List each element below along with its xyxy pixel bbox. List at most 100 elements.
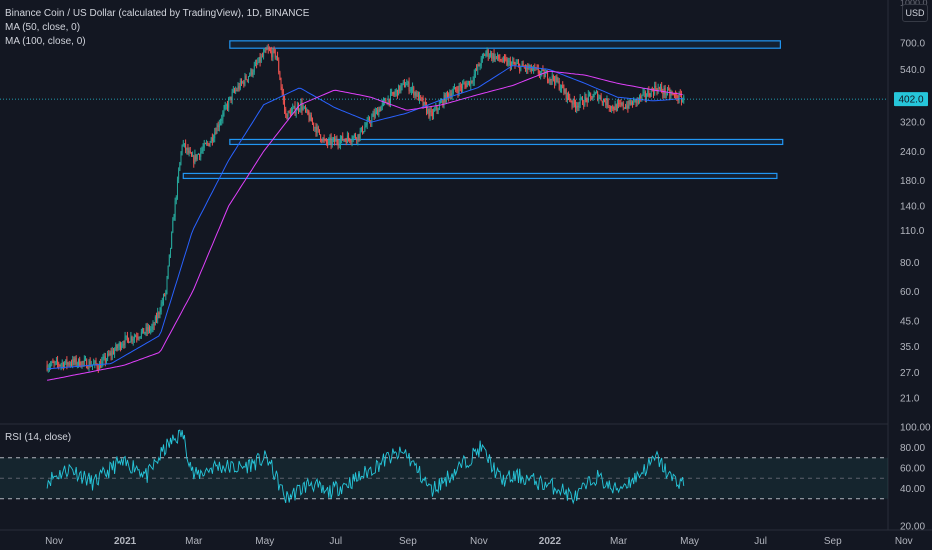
candle-body [280,79,282,87]
candle-body [163,294,164,303]
candle-body [351,140,353,142]
candle-body [540,72,542,75]
candle-body [222,112,224,120]
candle-body [117,346,119,349]
candle-body [178,170,180,180]
candle-body [160,303,162,312]
candle-body [400,86,402,92]
candle-body [452,89,454,94]
candle-body [391,92,393,94]
candle-body [252,72,254,75]
candle-body [628,100,630,109]
candle-body [558,80,560,90]
candle-body [208,143,210,147]
candle-body [190,152,192,157]
candle-body [200,151,202,157]
candle-body [398,85,400,96]
candle-body [478,64,480,67]
candle-body [371,116,373,123]
candle-body [522,63,524,67]
last-price-label: 402.0 [898,95,923,106]
candle-body [530,65,532,71]
candle-body [435,106,437,110]
candle-body [488,56,490,57]
candle-body [116,344,118,349]
candle-body [601,100,603,103]
candle-body [357,134,359,141]
candle-body [396,89,398,96]
candle-body [586,98,588,102]
candle-body [270,50,272,52]
time-tick-label: Mar [610,536,628,547]
candle-body [563,88,565,93]
candle-body [131,336,133,341]
candle-body [188,151,190,153]
candle-body [556,76,558,82]
price-tick-label: 27.0 [900,368,920,379]
candle-body [263,52,265,57]
candlestick-series [46,43,685,373]
candle-body [548,80,550,82]
candle-body [547,72,549,81]
candle-body [429,110,431,117]
candle-body [604,99,606,102]
candle-body [366,120,368,126]
rsi-legend[interactable]: RSI (14, close) [5,432,72,443]
candle-body [507,60,509,65]
candle-body [277,55,279,61]
candle-body [183,143,185,145]
candle-body [467,81,469,83]
candle-body [289,112,291,116]
candle-body [611,106,613,109]
candle-body [74,358,76,363]
candle-body [78,358,79,364]
candle-body [85,359,86,361]
candle-body [154,317,156,326]
candle-body [483,55,485,57]
price-tick-label: 140.0 [900,201,925,212]
candle-body [322,138,324,142]
candle-body [424,101,426,105]
ma100-legend[interactable]: MA (100, close, 0) [5,36,86,47]
candle-body [494,56,496,60]
candle-body [166,277,168,291]
candle-body [447,92,448,94]
candle-body [615,104,617,111]
candle-body [230,96,232,100]
candle-body [671,93,673,95]
candle-body [241,81,242,83]
candle-body [419,95,421,101]
candle-body [244,76,246,85]
candle-body [599,96,601,98]
rsi-tick-label: 40.00 [900,484,925,495]
candle-body [512,61,514,63]
candle-body [168,254,170,266]
grid [0,0,932,531]
candle-body [248,76,249,80]
candle-body [307,109,309,115]
candle-body [193,156,195,163]
candle-body [661,86,663,92]
currency-label[interactable]: USD [902,4,928,22]
candle-body [253,65,255,73]
candle-body [123,344,125,346]
candle-body [609,107,611,109]
candle-body [541,69,543,73]
candle-body [618,103,620,104]
candle-body [591,96,593,100]
candle-body [65,359,67,364]
zone-1 [229,40,781,49]
candle-body [513,61,515,64]
candle-body [401,83,403,87]
candle-body [225,105,227,106]
rsi-tick-label: 80.00 [900,443,925,454]
candle-body [108,353,110,355]
time-tick-label: Nov [895,536,913,547]
candle-body [355,134,356,139]
candle-body [636,98,638,103]
candle-body [399,85,401,92]
candle-body [132,338,134,341]
ma50-legend[interactable]: MA (50, close, 0) [5,22,81,33]
candle-body [89,361,91,367]
